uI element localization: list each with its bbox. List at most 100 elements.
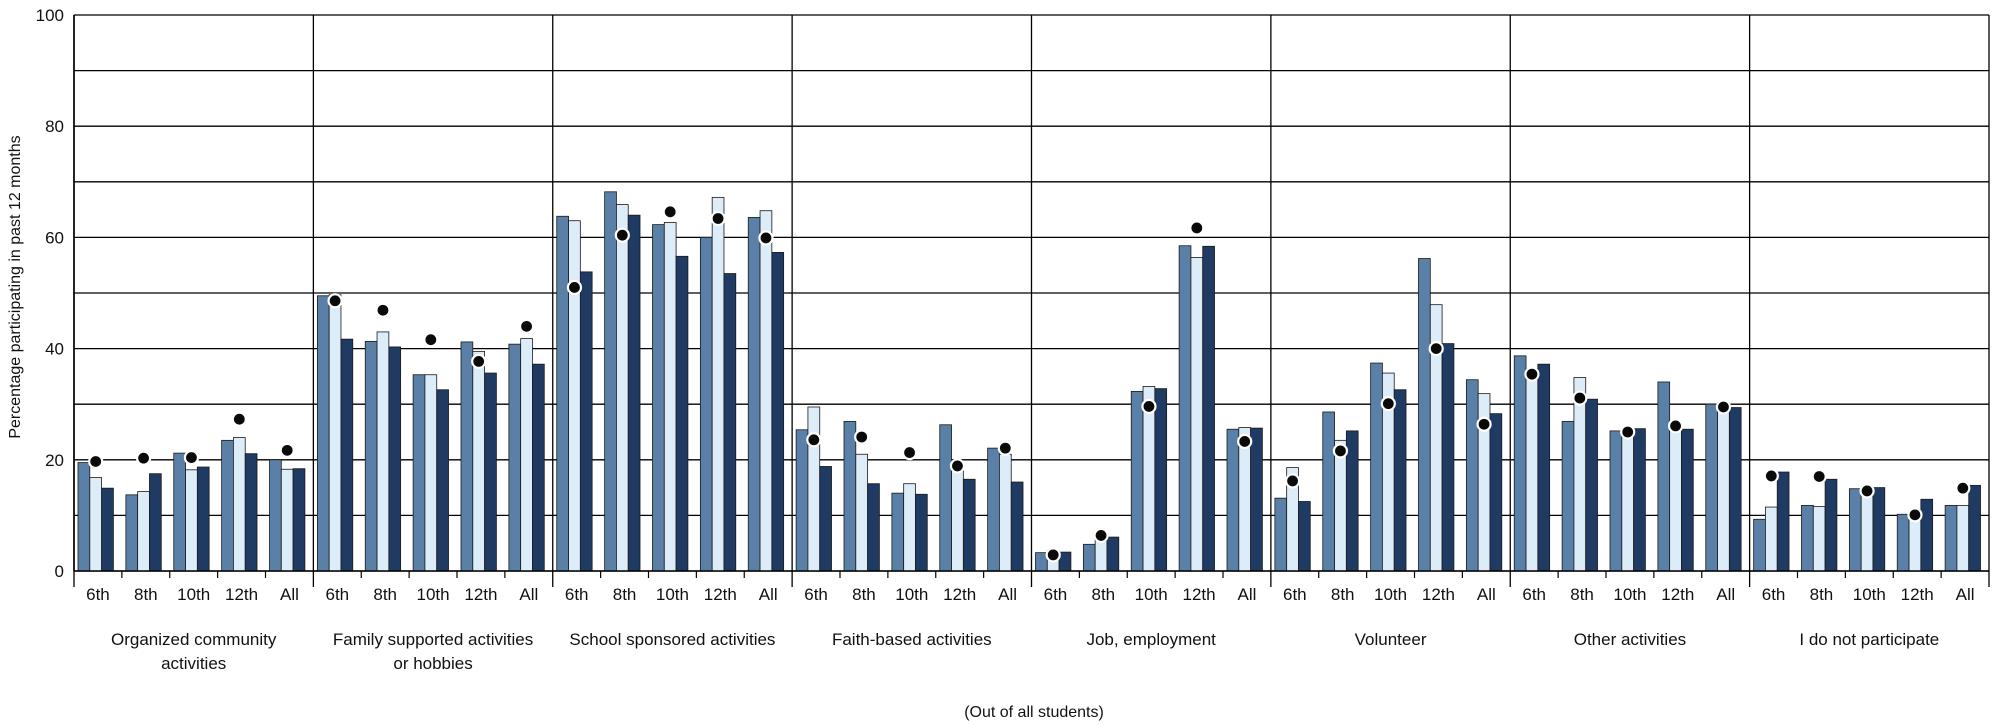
y-tick-label: 0 (55, 562, 64, 581)
x-tick-label: 6th (565, 585, 589, 604)
bar (1848, 488, 1862, 572)
bar (364, 340, 378, 572)
bar (1178, 245, 1192, 572)
bar (771, 252, 785, 572)
x-axis-title: (Out of all students) (964, 704, 1104, 721)
bar (1190, 257, 1204, 572)
marker-point (1572, 390, 1588, 406)
x-tick-label: 12th (1183, 585, 1216, 604)
bar (663, 221, 677, 572)
marker-point (1380, 396, 1396, 412)
bar (1717, 402, 1730, 572)
bar (1058, 551, 1072, 572)
bar (173, 452, 186, 572)
bar (316, 295, 330, 572)
x-tick-label: 12th (1901, 585, 1934, 604)
bar (1537, 363, 1551, 572)
bar (616, 204, 629, 572)
x-tick-label: 6th (1522, 585, 1546, 604)
x-tick-label: 10th (417, 585, 450, 604)
marker-point (1763, 468, 1779, 484)
bar (819, 466, 832, 572)
bar (652, 224, 665, 572)
bar (1633, 428, 1646, 572)
bar (101, 487, 114, 572)
marker-point (1811, 468, 1827, 485)
x-tick-label: 6th (1044, 585, 1068, 604)
marker-point (1859, 483, 1875, 499)
bar (221, 439, 234, 572)
bar (1824, 478, 1838, 572)
bar (1370, 362, 1383, 572)
y-tick-label: 40 (45, 340, 64, 359)
group-label: Volunteer (1355, 630, 1427, 649)
x-tick-label: 8th (1331, 585, 1355, 604)
y-tick-label: 20 (45, 451, 64, 470)
axes (73, 15, 1990, 587)
x-tick-label: 8th (1570, 585, 1594, 604)
bar (269, 459, 282, 572)
bar (340, 338, 354, 572)
marker-point (1189, 220, 1205, 236)
bar (1489, 413, 1503, 572)
bar (1621, 428, 1635, 572)
bar (1669, 425, 1682, 572)
bar (579, 271, 593, 572)
x-tick-label: 6th (804, 585, 828, 604)
group-label: or hobbies (393, 654, 472, 673)
bar (1130, 391, 1144, 572)
bar (987, 447, 1000, 572)
x-tick-label: All (1956, 585, 1975, 604)
x-tick-label: All (519, 585, 538, 604)
marker-point (88, 453, 104, 470)
x-tick-label: 8th (1810, 585, 1834, 604)
bar (1082, 543, 1096, 572)
bar (1860, 489, 1874, 572)
marker-point (423, 332, 439, 348)
group-label: Organized community (111, 630, 277, 649)
bar (939, 424, 952, 572)
bar (1705, 403, 1718, 572)
x-tick-label: 10th (895, 585, 928, 604)
bar (1525, 368, 1539, 572)
marker-point (1332, 443, 1349, 459)
bar (1956, 504, 1970, 572)
bar (891, 492, 905, 572)
bar (1154, 388, 1168, 572)
x-tick-label: 12th (704, 585, 737, 604)
marker-point (518, 318, 535, 334)
marker-point (997, 440, 1013, 456)
bar (1657, 381, 1671, 572)
group-label: I do not participate (1799, 630, 1939, 649)
x-tick-label: 6th (86, 585, 110, 604)
x-tick-label: All (759, 585, 778, 604)
bar (1573, 377, 1587, 572)
bar (149, 473, 162, 572)
x-tick-label: 12th (225, 585, 258, 604)
marker-point (279, 442, 295, 458)
marker-point (1907, 507, 1923, 523)
bar (1920, 498, 1934, 572)
bar (1812, 506, 1826, 572)
bar (747, 216, 761, 572)
bar (1142, 386, 1156, 572)
bar (1513, 355, 1527, 572)
bar (1238, 427, 1252, 572)
x-tick-label: 10th (1374, 585, 1407, 604)
marker-point (566, 279, 583, 296)
marker-point (1955, 480, 1971, 496)
bar (328, 294, 342, 572)
x-tick-label: All (1716, 585, 1735, 604)
bar (280, 468, 294, 572)
bar (244, 453, 258, 572)
bar (532, 363, 545, 572)
bar (1753, 518, 1766, 572)
x-tick-label: 10th (1853, 585, 1886, 604)
bar (436, 389, 449, 572)
bar (460, 341, 474, 572)
marker-point (901, 444, 918, 461)
bar (711, 196, 725, 572)
bar (855, 453, 868, 572)
marker-point (1284, 473, 1301, 489)
